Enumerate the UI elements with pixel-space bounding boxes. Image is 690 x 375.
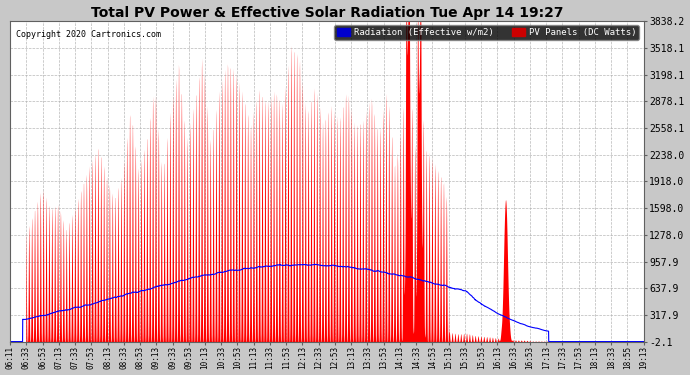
Legend: Radiation (Effective w/m2), PV Panels (DC Watts): Radiation (Effective w/m2), PV Panels (D…: [334, 25, 639, 40]
Text: Copyright 2020 Cartronics.com: Copyright 2020 Cartronics.com: [17, 30, 161, 39]
Title: Total PV Power & Effective Solar Radiation Tue Apr 14 19:27: Total PV Power & Effective Solar Radiati…: [90, 6, 563, 20]
